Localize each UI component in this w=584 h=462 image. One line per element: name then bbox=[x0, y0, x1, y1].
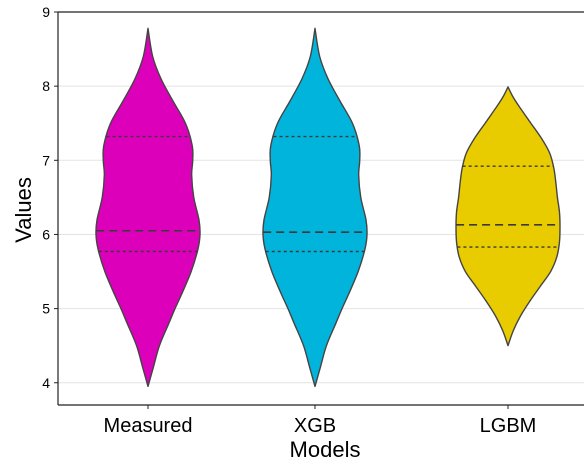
y-tick-label: 4 bbox=[42, 375, 50, 391]
x-tick-label: XGB bbox=[294, 415, 336, 437]
y-tick-label: 8 bbox=[42, 78, 50, 94]
y-tick-label: 9 bbox=[42, 4, 50, 20]
x-tick-label: LGBM bbox=[480, 415, 537, 437]
y-tick-label: 5 bbox=[42, 301, 50, 317]
axes: 4 5 6 7 8 9 Measured XGB LGBM bbox=[42, 4, 584, 437]
violin-measured bbox=[95, 27, 201, 388]
violin-xgb bbox=[262, 27, 368, 388]
y-tick-label: 7 bbox=[42, 152, 50, 168]
x-tick-label: Measured bbox=[104, 415, 193, 437]
violin-lgbm bbox=[455, 86, 561, 347]
violins bbox=[95, 27, 561, 388]
x-axis-title: Models bbox=[290, 437, 361, 462]
y-axis-title: Values bbox=[11, 177, 36, 243]
y-tick-label: 6 bbox=[42, 226, 50, 242]
